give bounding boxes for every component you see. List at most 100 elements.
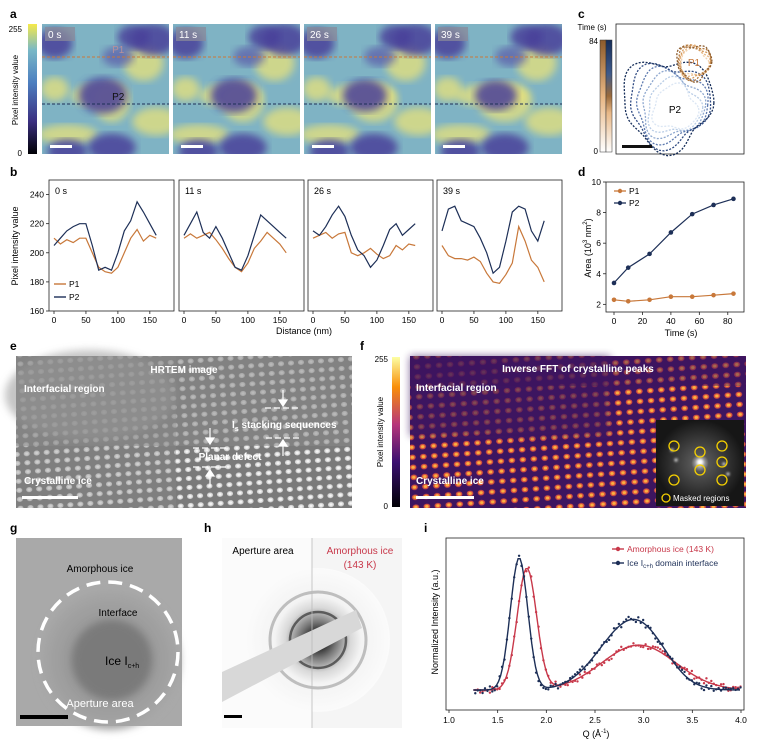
- colorbar-c-p1: [599, 39, 607, 153]
- p2-contour: [651, 82, 700, 130]
- x-tick-label: 3.0: [638, 715, 650, 725]
- data-point-0: [578, 673, 582, 676]
- data-point-1: [513, 576, 516, 579]
- x-tick-label: 100: [370, 315, 384, 325]
- data-point-1: [527, 615, 531, 618]
- colorbar-a-min: 0: [18, 149, 23, 158]
- data-point-p2: [731, 196, 736, 202]
- data-point-0: [641, 645, 645, 649]
- scale-bar-a: [50, 145, 72, 148]
- data-point-1: [583, 668, 586, 671]
- data-point-0: [714, 683, 718, 687]
- aperture-circle: [36, 580, 180, 724]
- data-point-0: [710, 679, 713, 683]
- e-title: HRTEM image: [150, 365, 218, 376]
- scale-bar-e: [22, 496, 78, 499]
- data-point-0: [693, 677, 696, 680]
- data-point-p2: [611, 280, 617, 286]
- frame-1: 11 s: [173, 24, 300, 154]
- data-point-1: [493, 689, 496, 692]
- x-tick-label: 0: [311, 315, 316, 325]
- colorbar-f-min: 0: [384, 502, 389, 511]
- scale-bar-c: [622, 145, 652, 148]
- data-point-0: [624, 646, 628, 650]
- data-point-1: [573, 673, 577, 676]
- frame-time-label: 0 s: [48, 30, 61, 41]
- frame-time-label: 11 s: [179, 30, 197, 41]
- data-point-0: [590, 667, 594, 671]
- colorbar-a: [28, 24, 37, 154]
- profile-line-p2: [441, 205, 545, 275]
- data-point-0: [644, 643, 647, 646]
- panel-letter-g: g: [10, 521, 17, 535]
- colorbar-c-p2: [605, 39, 613, 153]
- colorbar-c-label: Time (s): [577, 23, 606, 32]
- data-point-1: [690, 679, 694, 682]
- data-point-1: [605, 640, 608, 644]
- data-point-p1: [731, 291, 736, 296]
- data-point-0: [663, 652, 667, 655]
- data-point-1: [554, 682, 557, 686]
- data-point-0: [607, 658, 611, 662]
- panel-letter-d: d: [578, 165, 585, 179]
- bright-region: [435, 124, 491, 145]
- p2-label: P2: [112, 92, 125, 103]
- data-point-0: [530, 575, 533, 578]
- panel-letter-e: e: [10, 339, 17, 353]
- data-point-1: [595, 651, 599, 654]
- data-point-1: [564, 680, 567, 684]
- data-point-1: [649, 626, 652, 630]
- data-point-1: [530, 637, 533, 640]
- y-tick-label: 240: [30, 190, 44, 200]
- subpanel-frame: [178, 179, 305, 312]
- b-xlabel: Distance (nm): [276, 326, 332, 336]
- data-point-0: [683, 666, 686, 670]
- g-amorphous-label: Amorphous ice: [67, 564, 134, 575]
- bright-region: [173, 77, 200, 101]
- data-point-0: [615, 650, 618, 653]
- data-point-1: [739, 686, 742, 689]
- dark-region: [117, 25, 150, 49]
- y-tick-label: 8: [596, 208, 601, 218]
- data-point-0: [508, 664, 511, 668]
- x-tick-label: 50: [340, 315, 350, 325]
- data-point-1: [600, 644, 604, 647]
- contour-box: [615, 23, 745, 155]
- profile-line-p1: [441, 224, 545, 284]
- fit-line-1: [473, 558, 741, 691]
- masked-region-markers: [668, 440, 728, 486]
- data-point-1: [722, 686, 725, 690]
- data-point-1: [685, 677, 689, 680]
- scale-bar-g: [20, 715, 68, 719]
- data-point-1: [651, 632, 655, 635]
- data-point-1: [610, 634, 613, 637]
- dark-region: [349, 133, 398, 154]
- data-point-1: [707, 687, 711, 690]
- colorbar-a-label: Pixel intensity value: [11, 54, 20, 125]
- x-tick-label: 0: [52, 315, 57, 325]
- data-point-1: [676, 666, 679, 669]
- data-point-0: [532, 595, 535, 598]
- dark-region: [47, 139, 88, 154]
- data-point-1: [520, 564, 523, 568]
- dark-region: [440, 139, 481, 154]
- x-tick-label: 100: [499, 315, 513, 325]
- h-temp-label: (143 K): [344, 560, 377, 571]
- e-crystalline-label: Crystalline ice: [24, 476, 92, 487]
- data-point-1: [697, 682, 701, 685]
- dark-region: [364, 46, 397, 67]
- d-xlabel: Time (s): [665, 328, 698, 338]
- data-point-0: [649, 647, 652, 651]
- data-point-1: [586, 663, 589, 666]
- subpanel-time: 39 s: [443, 186, 461, 196]
- data-point-1: [639, 621, 642, 625]
- data-point-0: [622, 648, 625, 652]
- data-point-1: [607, 638, 611, 642]
- data-point-1: [634, 620, 638, 624]
- data-point-0: [576, 680, 579, 683]
- data-point-0: [593, 667, 596, 670]
- data-point-0: [700, 678, 703, 681]
- data-point-1: [598, 648, 601, 651]
- colorbar-c-max: 84: [589, 37, 598, 46]
- legend-label-p2: P2: [69, 292, 80, 302]
